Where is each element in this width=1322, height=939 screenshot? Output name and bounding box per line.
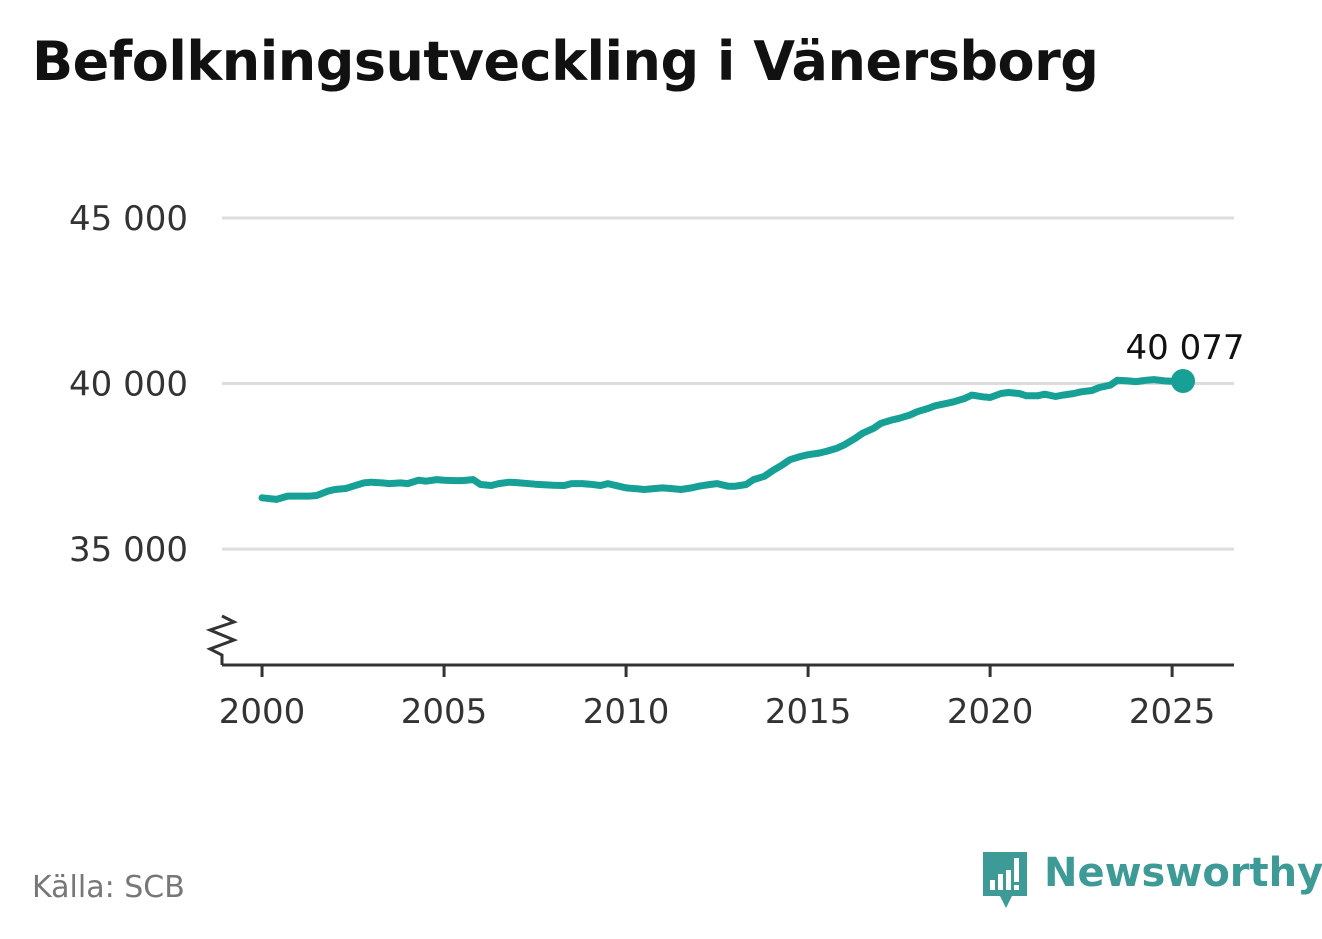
brand-logo: Newsworthy bbox=[980, 850, 1322, 910]
end-value-label: 40 077 bbox=[1126, 328, 1245, 368]
end-point-marker bbox=[1171, 369, 1196, 394]
newsworthy-logo-icon bbox=[983, 852, 1027, 908]
y-tick-label: 35 000 bbox=[69, 530, 188, 570]
axes bbox=[205, 614, 1234, 677]
chart-title: Befolkningsutveckling i Vänersborg bbox=[32, 30, 1099, 93]
brand-name: Newsworthy bbox=[1044, 850, 1322, 896]
y-tick-label: 45 000 bbox=[69, 199, 188, 239]
x-tick-label: 2005 bbox=[401, 692, 488, 732]
series bbox=[258, 369, 1196, 503]
population-line bbox=[258, 376, 1187, 503]
gridlines bbox=[222, 216, 1234, 551]
x-tick-label: 2015 bbox=[765, 692, 852, 732]
source-note: Källa: SCB bbox=[32, 870, 185, 905]
x-tick-label: 2000 bbox=[219, 692, 306, 732]
x-tick-label: 2020 bbox=[947, 692, 1034, 732]
x-tick-label: 2010 bbox=[583, 692, 670, 732]
y-tick-label: 40 000 bbox=[69, 365, 188, 405]
axis-break-icon bbox=[205, 614, 239, 665]
x-tick-label: 2025 bbox=[1129, 692, 1216, 732]
labels: 35 000 40 000 45 000 2000 2005 2010 2015 2020 20… bbox=[69, 199, 1244, 732]
